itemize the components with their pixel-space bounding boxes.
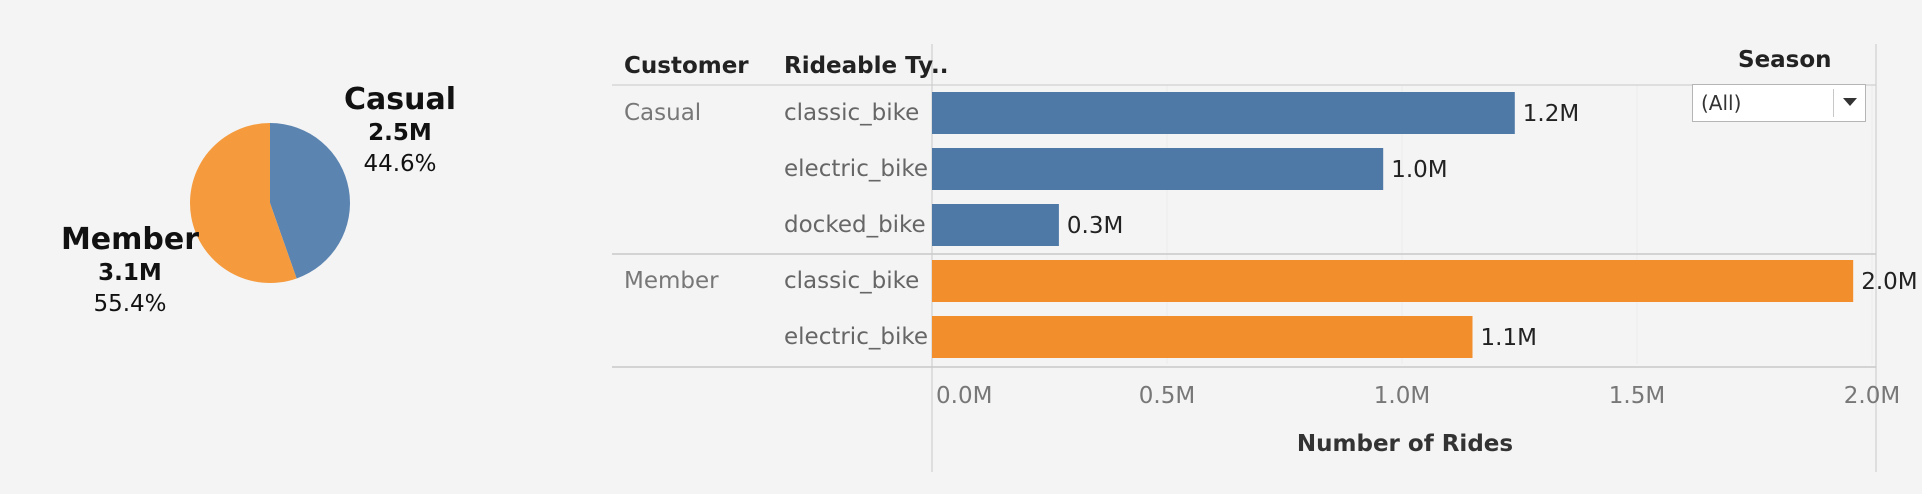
rideable-type-label: electric_bike [784, 156, 928, 182]
pie-label-member-percent: 55.4% [93, 291, 167, 317]
x-tick-label: 0.0M [936, 383, 992, 409]
rideable-type-label: classic_bike [784, 100, 919, 126]
customer-header: Customer [624, 53, 749, 79]
season-dropdown[interactable]: (All) [1692, 84, 1866, 122]
group-label-casual: Casual [624, 100, 701, 126]
chevron-down-icon[interactable] [1843, 98, 1857, 106]
season-filter-title: Season [1738, 47, 1832, 73]
pie-label-member-name: Member [60, 222, 200, 257]
pie-label-member: Member 3.1M 55.4% [60, 222, 200, 320]
pie-label-member-value: 3.1M [98, 260, 162, 286]
pie-chart [189, 123, 350, 283]
x-tick-label: 2.0M [1844, 383, 1900, 409]
pie-slice-member [189, 123, 297, 283]
rideable-type-header[interactable]: Rideable Ty.. [784, 53, 949, 79]
bar-casual-classic_bike [932, 92, 1515, 134]
group-label-member: Member [624, 268, 719, 294]
bar-casual-docked_bike [932, 204, 1059, 246]
x-tick-label: 1.5M [1609, 383, 1665, 409]
pie-label-casual: Casual 2.5M 44.6% [340, 82, 460, 180]
bar-value-label: 1.1M [1481, 325, 1537, 351]
pie-label-casual-name: Casual [343, 82, 456, 117]
season-dropdown-separator [1833, 89, 1834, 117]
pie-slice-casual [270, 123, 350, 279]
season-dropdown-value: (All) [1701, 91, 1742, 115]
x-tick-label: 0.5M [1139, 383, 1195, 409]
bar-member-classic_bike [932, 260, 1854, 302]
bar-value-label: 2.0M [1861, 269, 1917, 295]
x-axis-title: Number of Rides [1297, 431, 1513, 457]
rideable-type-label: classic_bike [784, 268, 919, 294]
bar-value-label: 1.2M [1523, 101, 1579, 127]
x-tick-label: 1.0M [1374, 383, 1430, 409]
bar-casual-electric_bike [932, 148, 1384, 190]
bar-value-label: 1.0M [1391, 157, 1447, 183]
rideable-type-label: docked_bike [784, 212, 926, 238]
bar-member-electric_bike [932, 316, 1473, 358]
pie-label-casual-percent: 44.6% [363, 151, 437, 177]
pie-label-casual-value: 2.5M [368, 120, 432, 146]
bar-value-label: 0.3M [1067, 213, 1123, 239]
rideable-type-label: electric_bike [784, 324, 928, 350]
